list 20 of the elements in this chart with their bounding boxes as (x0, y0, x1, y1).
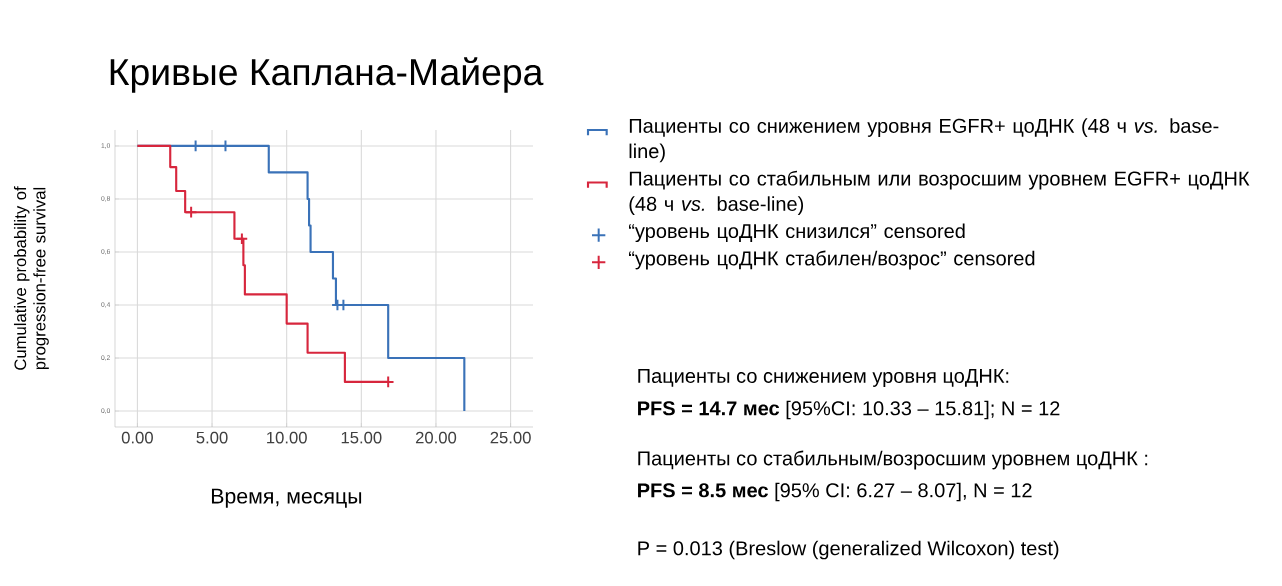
x-tick-label: 0.00 (121, 431, 153, 444)
text: P = 0.013 (Breslow (generalized Wilcoxon) test) (638, 540, 1059, 560)
x-tick-label: 5.00 (196, 431, 228, 444)
text: PFS = 14.7 мес [95%CI: 10.33 – 15.81]; N = 12 (638, 400, 1060, 420)
x-tick-label: 25.00 (490, 431, 531, 444)
x-tick-label: 10.00 (267, 431, 307, 444)
text: Пациенты со снижением уровня цоДНК: (638, 369, 1009, 387)
y-axis-title: Cumulative probability of progression-free survival (13, 186, 49, 370)
legend-label: “уровень цоДНК снизился” censored (629, 223, 965, 243)
text: Пациенты со стабильным/возросшим уровнем цоДНК : (638, 450, 1148, 470)
point (184, 205, 198, 219)
chart-title: Кривые Каплана-Майера (110, 57, 544, 93)
legend-label: Пациенты со стабильным или возросшим уровнем EGFR+ цоДНК (48 ч vs. base-line) (629, 170, 1250, 215)
text: Пациенты со снижением уровня EGFR+ цоДНК (48 ч vs. base-line) (629, 118, 1219, 163)
legend-label: “уровень цоДНК стабилен/возрос” censored (629, 250, 1035, 270)
x-tick-label: 20.00 (415, 431, 457, 444)
point (235, 232, 249, 246)
text: PFS = 8.5 мес [95% CI: 6.27 – 8.07], N = 12 (638, 482, 1032, 502)
x-tick-label: 15.00 (341, 431, 382, 444)
x-axis-title: Время, месяцы (211, 488, 362, 508)
